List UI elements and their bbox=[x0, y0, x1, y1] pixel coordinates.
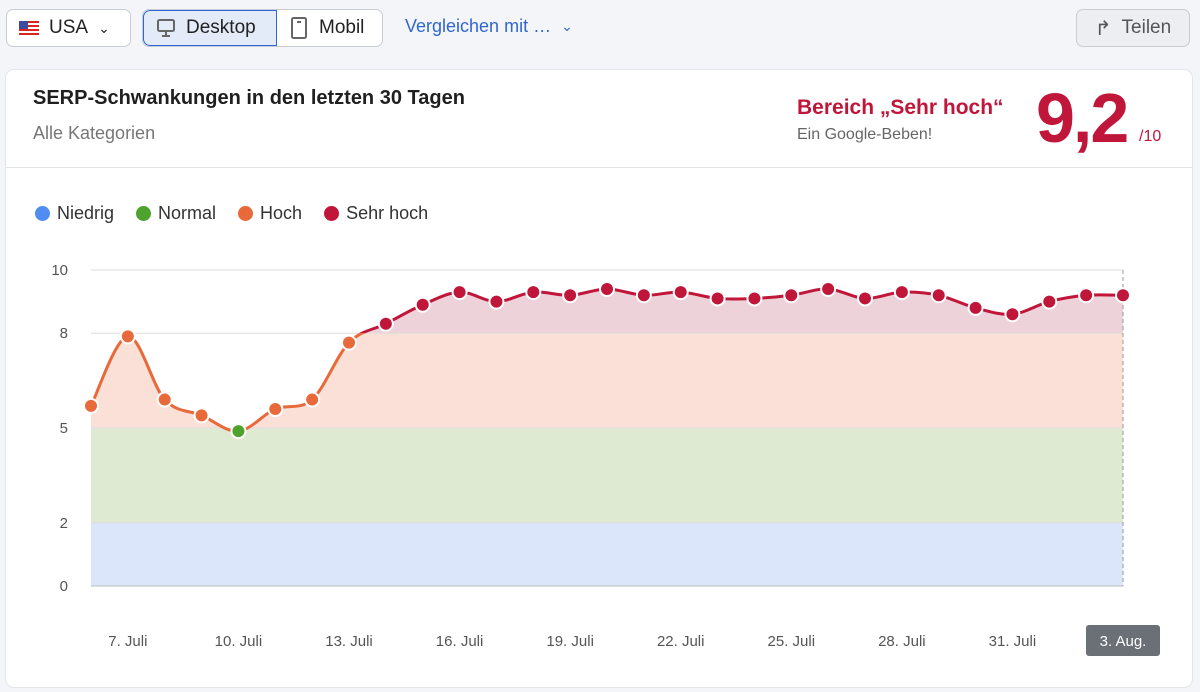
data-point[interactable] bbox=[857, 290, 873, 307]
range-label: Bereich „Sehr hoch“ bbox=[797, 96, 1004, 119]
legend-item-sehr-hoch[interactable]: Sehr hoch bbox=[324, 203, 428, 224]
series-line bbox=[89, 333, 366, 433]
compare-label: Vergleichen mit … bbox=[405, 16, 552, 36]
chevron-down-icon: ⌄ bbox=[561, 18, 573, 34]
band-hoch bbox=[91, 333, 1123, 428]
x-tick-label: 16. Juli bbox=[436, 633, 484, 650]
card-header: SERP-Schwankungen in den letzten 30 Tage… bbox=[6, 70, 1192, 168]
data-point[interactable] bbox=[893, 284, 910, 301]
device-toggle: Desktop Mobil bbox=[142, 9, 383, 47]
x-tick-label: 10. Juli bbox=[215, 633, 263, 650]
country-label: USA bbox=[49, 17, 89, 38]
band-niedrig bbox=[91, 522, 1123, 586]
x-tick-label: 31. Juli bbox=[989, 633, 1037, 650]
data-point[interactable] bbox=[377, 315, 394, 332]
data-point[interactable] bbox=[304, 391, 321, 408]
share-button[interactable]: ↱ Teilen bbox=[1076, 9, 1190, 47]
data-point[interactable] bbox=[414, 296, 431, 313]
data-point[interactable] bbox=[1041, 293, 1058, 310]
legend-label: Sehr hoch bbox=[346, 203, 429, 223]
y-tick-label: 8 bbox=[60, 325, 68, 342]
x-tick-label: 7. Juli bbox=[108, 633, 147, 650]
band-sehr-hoch bbox=[91, 288, 1123, 334]
desktop-label: Desktop bbox=[186, 17, 256, 38]
legend-label: Hoch bbox=[260, 203, 303, 223]
data-point[interactable] bbox=[820, 280, 837, 297]
data-point[interactable] bbox=[967, 299, 984, 316]
data-point[interactable] bbox=[193, 407, 210, 424]
data-point[interactable] bbox=[635, 287, 652, 304]
mobile-label: Mobil bbox=[319, 17, 365, 38]
data-point[interactable] bbox=[119, 328, 136, 345]
legend-label: Normal bbox=[158, 203, 217, 223]
y-tick-label: 10 bbox=[51, 262, 68, 279]
mobile-button[interactable]: Mobil bbox=[277, 10, 376, 46]
data-point[interactable] bbox=[525, 284, 542, 301]
band-normal bbox=[91, 428, 1123, 523]
card-title: SERP-Schwankungen in den letzten 30 Tage… bbox=[33, 87, 465, 109]
data-point[interactable] bbox=[1115, 287, 1131, 304]
monitor-icon bbox=[157, 19, 175, 37]
category-label: Alle Kategorien bbox=[33, 123, 156, 143]
legend-item-hoch[interactable]: Hoch bbox=[238, 203, 302, 224]
share-arrow-icon: ↱ bbox=[1094, 17, 1112, 40]
data-point[interactable] bbox=[1078, 287, 1095, 304]
data-point[interactable] bbox=[230, 423, 247, 440]
data-point[interactable] bbox=[451, 284, 468, 301]
phone-icon bbox=[291, 17, 307, 39]
data-point[interactable] bbox=[156, 391, 173, 408]
y-tick-label: 2 bbox=[60, 515, 68, 532]
us-flag-icon bbox=[19, 21, 39, 35]
x-tick-label: 22. Juli bbox=[657, 633, 705, 650]
legend-label: Niedrig bbox=[57, 203, 115, 223]
score-value: 9,2 bbox=[1036, 79, 1129, 157]
x-tick-label: 3. Aug. bbox=[1100, 633, 1147, 650]
x-tick-label: 25. Juli bbox=[768, 633, 816, 650]
range-description: Ein Google-Beben! bbox=[797, 126, 933, 143]
data-point[interactable] bbox=[562, 287, 579, 304]
data-point[interactable] bbox=[783, 287, 800, 304]
chart-legend: Niedrig Normal Hoch Sehr hoch bbox=[35, 203, 428, 224]
data-point[interactable] bbox=[672, 284, 689, 301]
x-tick-label: 28. Juli bbox=[878, 633, 926, 650]
compare-dropdown[interactable]: Vergleichen mit … ⌄ bbox=[405, 16, 573, 37]
legend-item-niedrig[interactable]: Niedrig bbox=[35, 203, 114, 224]
y-tick-label: 0 bbox=[60, 578, 68, 595]
score-max: /10 bbox=[1139, 128, 1162, 145]
data-point[interactable] bbox=[930, 287, 947, 304]
legend-item-normal[interactable]: Normal bbox=[136, 203, 216, 224]
data-point[interactable] bbox=[709, 290, 726, 307]
x-tick-label: 13. Juli bbox=[325, 633, 373, 650]
desktop-button[interactable]: Desktop bbox=[143, 10, 277, 46]
data-point[interactable] bbox=[1004, 306, 1021, 323]
data-point[interactable] bbox=[488, 293, 505, 310]
country-select[interactable]: USA ⌄ bbox=[6, 9, 131, 47]
chevron-down-icon: ⌄ bbox=[98, 19, 110, 36]
data-point[interactable] bbox=[267, 401, 284, 418]
data-point[interactable] bbox=[746, 290, 763, 307]
x-tick-label: 19. Juli bbox=[546, 633, 594, 650]
data-point[interactable] bbox=[341, 334, 357, 351]
selected-date-badge bbox=[1086, 625, 1160, 656]
data-point[interactable] bbox=[83, 397, 99, 414]
data-point[interactable] bbox=[599, 280, 615, 297]
y-tick-label: 5 bbox=[60, 420, 68, 437]
share-label: Teilen bbox=[1121, 17, 1172, 38]
